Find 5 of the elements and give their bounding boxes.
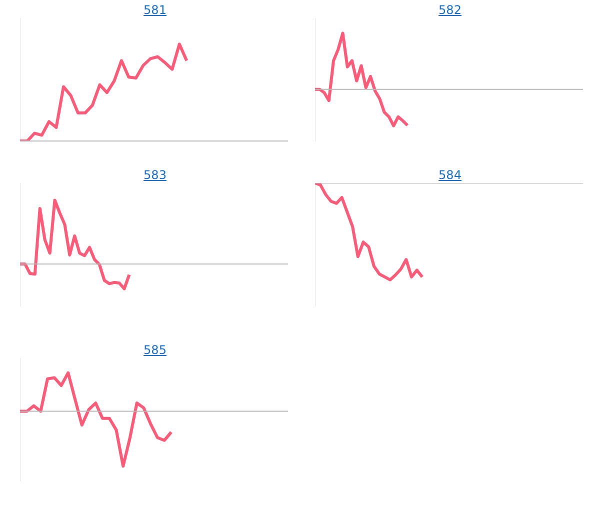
chart-title: 584 [438,167,462,183]
chart-title: 582 [438,2,462,18]
chart-title: 581 [142,2,168,18]
chart-title: 583 [142,167,168,183]
chart-title: 585 [142,342,168,358]
